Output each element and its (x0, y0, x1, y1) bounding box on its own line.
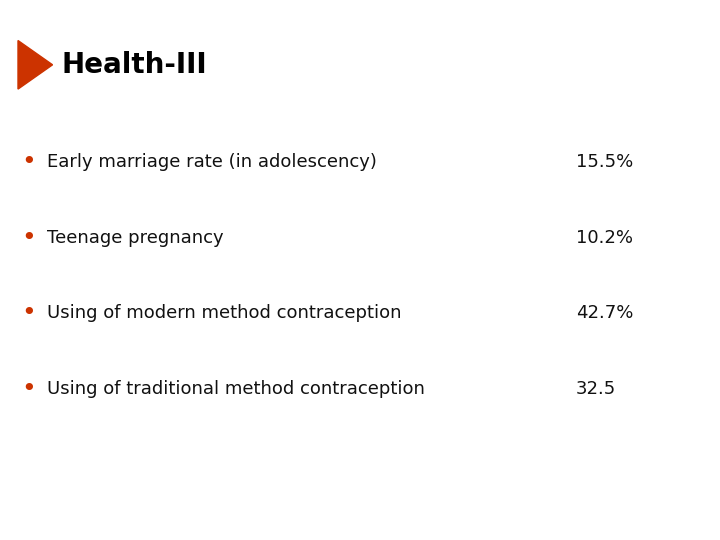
Text: 10.2%: 10.2% (576, 228, 633, 247)
Text: 32.5: 32.5 (576, 380, 616, 398)
Text: Using of traditional method contraception: Using of traditional method contraceptio… (47, 380, 425, 398)
Text: •: • (22, 301, 36, 325)
Text: •: • (22, 377, 36, 401)
Text: 42.7%: 42.7% (576, 304, 634, 322)
Text: Teenage pregnancy: Teenage pregnancy (47, 228, 223, 247)
Polygon shape (18, 40, 53, 89)
Text: •: • (22, 226, 36, 249)
Text: •: • (22, 150, 36, 174)
Text: Using of modern method contraception: Using of modern method contraception (47, 304, 401, 322)
Text: Health-III: Health-III (61, 51, 207, 79)
Text: Early marriage rate (in adolescency): Early marriage rate (in adolescency) (47, 153, 377, 171)
Text: 15.5%: 15.5% (576, 153, 634, 171)
